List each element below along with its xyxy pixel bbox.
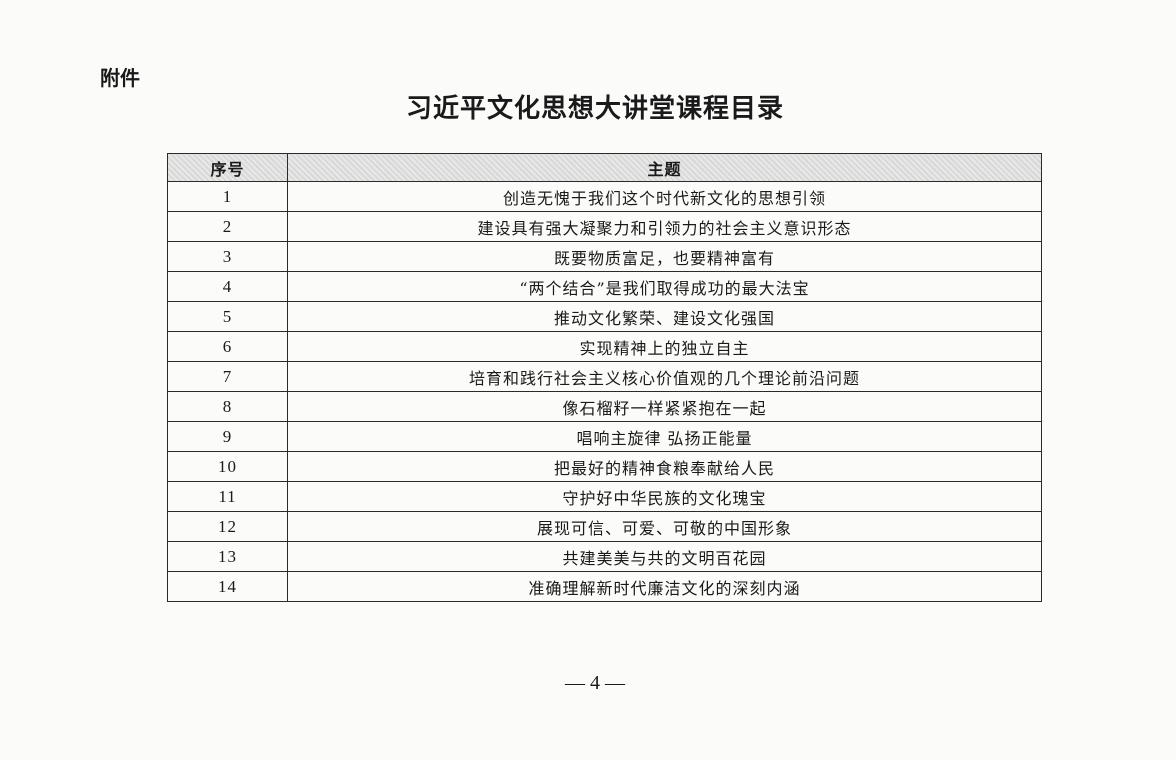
row-index: 10 [167, 451, 288, 482]
document-title: 习近平文化思想大讲堂课程目录 [405, 94, 784, 124]
row-index: 4 [167, 271, 288, 302]
row-topic: 唱响主旋律 弘扬正能量 [287, 421, 1042, 452]
table-header-row: 序号 主题 [167, 153, 1042, 182]
course-table: 序号 主题 1 创造无愧于我们这个时代新文化的思想引领 2 建设具有强大凝聚力和引领力… [167, 153, 1042, 602]
row-index: 9 [167, 421, 288, 452]
row-topic: 准确理解新时代廉洁文化的深刻内涵 [287, 571, 1042, 602]
row-topic: 展现可信、可爱、可敬的中国形象 [287, 511, 1042, 542]
row-index: 8 [167, 391, 288, 422]
table-row: 9 唱响主旋律 弘扬正能量 [167, 421, 1042, 452]
table-row: 14 准确理解新时代廉洁文化的深刻内涵 [167, 571, 1042, 602]
table-row: 12 展现可信、可爱、可敬的中国形象 [167, 511, 1042, 542]
row-topic: 实现精神上的独立自主 [287, 331, 1042, 362]
row-index: 3 [167, 241, 288, 272]
table-row: 6 实现精神上的独立自主 [167, 331, 1042, 362]
header-index: 序号 [167, 153, 288, 182]
attachment-label: 附件 [100, 66, 140, 90]
table-row: 13 共建美美与共的文明百花园 [167, 541, 1042, 572]
row-index: 2 [167, 211, 288, 242]
row-topic: 既要物质富足，也要精神富有 [287, 241, 1042, 272]
row-index: 13 [167, 541, 288, 572]
row-topic: 建设具有强大凝聚力和引领力的社会主义意识形态 [287, 211, 1042, 242]
table-row: 7 培育和践行社会主义核心价值观的几个理论前沿问题 [167, 361, 1042, 392]
row-index: 6 [167, 331, 288, 362]
table-row: 10 把最好的精神食粮奉献给人民 [167, 451, 1042, 482]
row-index: 11 [167, 481, 288, 512]
table-body: 1 创造无愧于我们这个时代新文化的思想引领 2 建设具有强大凝聚力和引领力的社会主义意… [167, 181, 1042, 602]
row-topic: 守护好中华民族的文化瑰宝 [287, 481, 1042, 512]
row-index: 1 [167, 181, 288, 212]
row-index: 14 [167, 571, 288, 602]
row-topic: 像石榴籽一样紧紧抱在一起 [287, 391, 1042, 422]
table-row: 2 建设具有强大凝聚力和引领力的社会主义意识形态 [167, 211, 1042, 242]
page-number: — 4 — [565, 672, 625, 694]
row-index: 12 [167, 511, 288, 542]
row-topic: 培育和践行社会主义核心价值观的几个理论前沿问题 [287, 361, 1042, 392]
row-topic: “两个结合”是我们取得成功的最大法宝 [287, 271, 1042, 302]
row-topic: 共建美美与共的文明百花园 [287, 541, 1042, 572]
table-row: 8 像石榴籽一样紧紧抱在一起 [167, 391, 1042, 422]
table-row: 4 “两个结合”是我们取得成功的最大法宝 [167, 271, 1042, 302]
row-index: 5 [167, 301, 288, 332]
row-topic: 创造无愧于我们这个时代新文化的思想引领 [287, 181, 1042, 212]
row-index: 7 [167, 361, 288, 392]
table-row: 1 创造无愧于我们这个时代新文化的思想引领 [167, 181, 1042, 212]
table-row: 3 既要物质富足，也要精神富有 [167, 241, 1042, 272]
header-topic: 主题 [287, 153, 1042, 182]
table-row: 5 推动文化繁荣、建设文化强国 [167, 301, 1042, 332]
row-topic: 推动文化繁荣、建设文化强国 [287, 301, 1042, 332]
table-row: 11 守护好中华民族的文化瑰宝 [167, 481, 1042, 512]
row-topic: 把最好的精神食粮奉献给人民 [287, 451, 1042, 482]
